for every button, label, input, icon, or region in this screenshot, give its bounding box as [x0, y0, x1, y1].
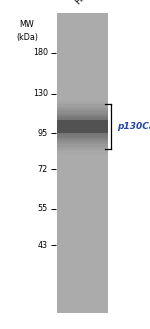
- Bar: [57, 104, 108, 149]
- Text: MW: MW: [20, 20, 34, 29]
- Bar: [57, 13, 108, 313]
- Bar: [57, 120, 108, 133]
- Bar: [57, 102, 108, 151]
- Bar: [57, 116, 108, 138]
- Bar: [57, 111, 108, 142]
- Text: 72: 72: [38, 165, 48, 174]
- Text: 130: 130: [33, 89, 48, 98]
- Text: 55: 55: [38, 204, 48, 214]
- Bar: [57, 118, 108, 135]
- Text: 180: 180: [33, 48, 48, 57]
- Text: 43: 43: [38, 240, 48, 250]
- Text: p130Cas: p130Cas: [117, 122, 150, 131]
- Bar: [57, 120, 108, 133]
- Bar: [57, 107, 108, 147]
- Text: H1299: H1299: [73, 0, 99, 7]
- Bar: [57, 114, 108, 140]
- Bar: [57, 100, 108, 154]
- Bar: [57, 109, 108, 144]
- Text: (kDa): (kDa): [16, 33, 38, 42]
- Text: 95: 95: [38, 129, 48, 138]
